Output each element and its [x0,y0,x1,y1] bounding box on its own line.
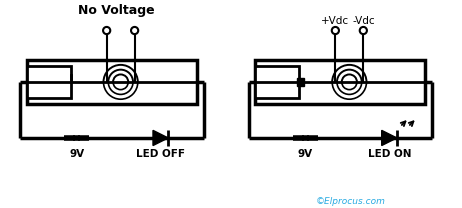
Text: 9V: 9V [298,149,313,159]
Polygon shape [153,130,168,146]
Bar [27,66,71,98]
Bar [255,60,425,104]
Bar [255,66,299,98]
Text: +Vdc: +Vdc [321,16,349,26]
Text: -Vdc: -Vdc [352,16,375,26]
Text: 9V: 9V [69,149,84,159]
Circle shape [360,27,367,34]
Bar [297,78,304,86]
Circle shape [131,27,138,34]
Circle shape [103,27,110,34]
Text: ©Elprocus.com: ©Elprocus.com [316,197,386,206]
Polygon shape [382,130,397,146]
Text: LED ON: LED ON [368,149,411,159]
Text: No Voltage: No Voltage [79,4,155,17]
Bar [27,60,196,104]
Text: LED OFF: LED OFF [136,149,185,159]
Circle shape [332,27,339,34]
